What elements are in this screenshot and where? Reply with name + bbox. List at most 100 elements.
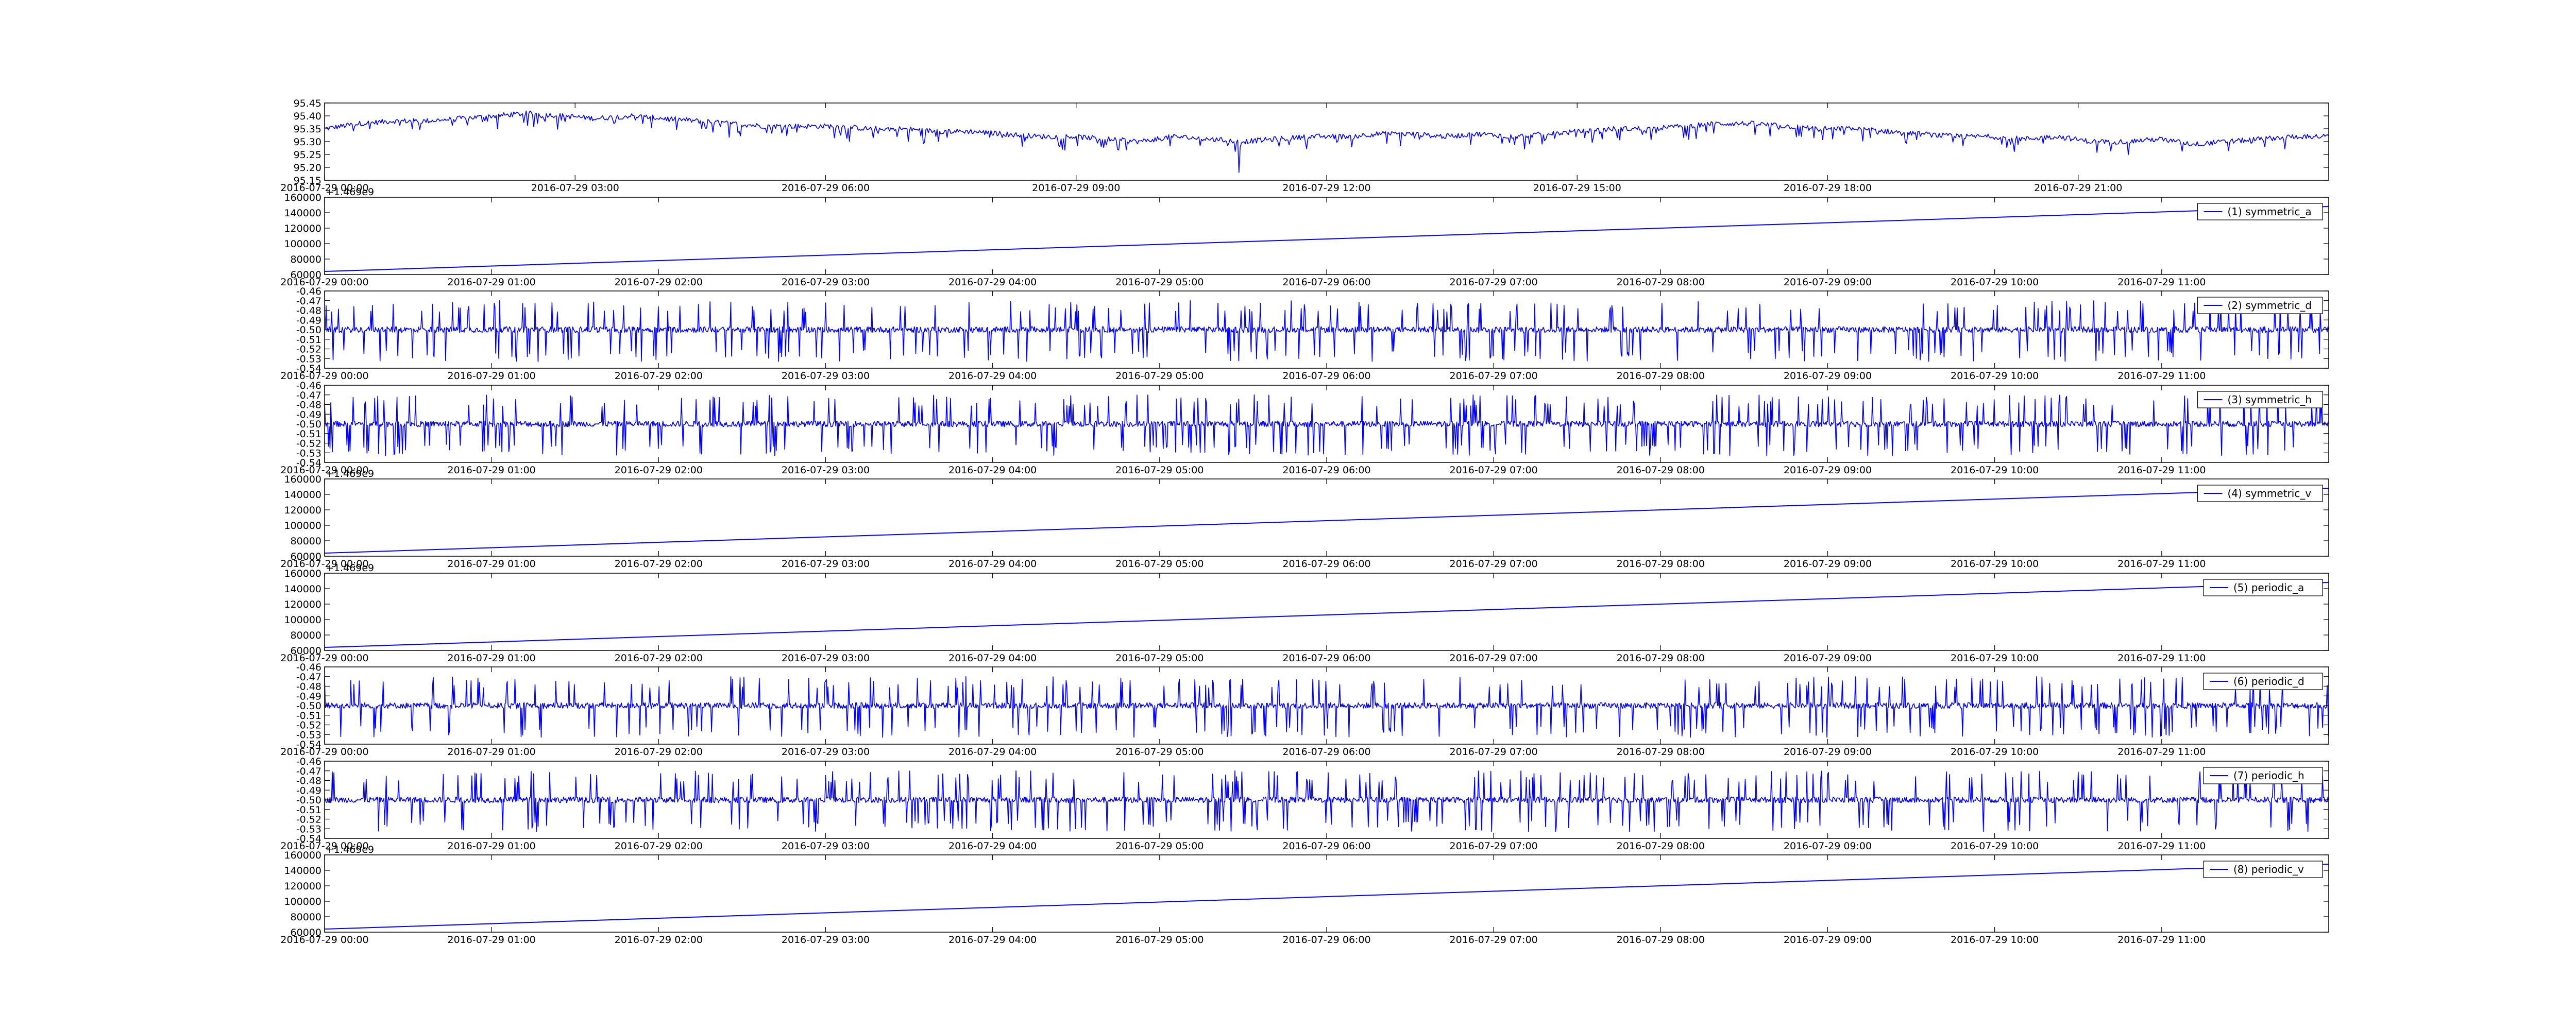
y-tick-label: 80000 [291,254,321,265]
y-tick-label: 120000 [284,223,321,234]
legend-entry: (1) symmetric_a [2228,205,2312,218]
x-tick-label: 2016-07-29 09:00 [1784,653,1872,664]
x-tick-label: 2016-07-29 00:00 [280,182,368,194]
axis-offset-label: +1.469e9 [326,844,374,855]
legend-entry: (7) periodic_h [2233,769,2304,782]
y-tick-label: 60000 [291,551,321,562]
y-tick-label: -0.54 [296,457,321,469]
y-tick-label: -0.50 [296,419,321,430]
chart-panel-7: -0.54-0.53-0.52-0.51-0.50-0.49-0.48-0.47… [280,756,2329,852]
x-tick-label: 2016-07-29 00:00 [280,465,368,476]
x-tick-label: 2016-07-29 08:00 [1617,558,1705,570]
y-tick-label: -0.54 [296,739,321,750]
y-tick-label: 80000 [291,912,321,923]
axis-offset-label: +1.469e9 [326,186,374,198]
legend-entry: (6) periodic_d [2233,675,2304,688]
x-tick-label: 2016-07-29 06:00 [1282,746,1370,758]
x-tick-label: 2016-07-29 11:00 [2117,277,2206,288]
y-tick-label: -0.48 [296,776,321,787]
x-tick-label: 2016-07-29 11:00 [2117,934,2206,946]
x-tick-label: 2016-07-29 10:00 [1951,558,2039,570]
y-tick-label: -0.53 [296,448,321,459]
x-tick-label: 2016-07-29 08:00 [1617,746,1705,758]
series-line [324,770,2329,832]
x-tick-label: 2016-07-29 07:00 [1450,653,1538,664]
y-tick-label: 120000 [284,881,321,892]
series-line [324,110,2329,173]
y-tick-label: 80000 [291,630,321,641]
series-line [324,864,2329,930]
y-tick-label: 80000 [291,536,321,547]
x-tick-label: 2016-07-29 09:00 [1784,840,1872,852]
y-tick-label: -0.52 [296,344,321,355]
x-tick-label: 2016-07-29 10:00 [1951,653,2039,664]
x-tick-label: 2016-07-29 02:00 [615,465,703,476]
x-tick-label: 2016-07-29 09:00 [1032,182,1120,194]
x-tick-label: 2016-07-29 02:00 [615,746,703,758]
x-tick-label: 2016-07-29 04:00 [948,934,1037,946]
x-tick-label: 2016-07-29 10:00 [1951,840,2039,852]
y-tick-label: -0.47 [296,672,321,683]
x-tick-label: 2016-07-29 10:00 [1951,465,2039,476]
y-tick-label: 140000 [284,583,321,595]
y-tick-label: -0.48 [296,400,321,411]
y-tick-label: -0.46 [296,380,321,391]
x-tick-label: 2016-07-29 03:00 [782,370,870,382]
axes-frame [324,854,2329,933]
x-tick-label: 2016-07-29 01:00 [448,746,536,758]
x-tick-label: 2016-07-29 05:00 [1115,840,1204,852]
x-tick-label: 2016-07-29 11:00 [2117,558,2206,570]
x-tick-label: 2016-07-29 10:00 [1951,934,2039,946]
x-tick-label: 2016-07-29 04:00 [948,653,1037,664]
x-tick-label: 2016-07-29 05:00 [1115,558,1204,570]
y-tick-label: 140000 [284,208,321,219]
x-tick-label: 2016-07-29 06:00 [782,182,870,194]
chart-panel-6: -0.54-0.53-0.52-0.51-0.50-0.49-0.48-0.47… [280,662,2329,758]
x-tick-label: 2016-07-29 04:00 [948,746,1037,758]
y-tick-label: -0.52 [296,814,321,826]
x-tick-label: 2016-07-29 10:00 [1951,370,2039,382]
y-tick-label: -0.49 [296,409,321,420]
x-tick-label: 2016-07-29 01:00 [448,465,536,476]
x-tick-label: 2016-07-29 11:00 [2117,746,2206,758]
y-tick-label: 160000 [284,568,321,579]
x-tick-label: 2016-07-29 05:00 [1115,934,1204,946]
x-tick-label: 2016-07-29 05:00 [1115,746,1204,758]
x-tick-label: 2016-07-29 01:00 [448,277,536,288]
x-tick-label: 2016-07-29 09:00 [1784,277,1872,288]
y-tick-label: -0.50 [296,795,321,806]
x-tick-label: 2016-07-29 07:00 [1450,465,1538,476]
y-tick-label: -0.54 [296,833,321,845]
x-tick-label: 2016-07-29 09:00 [1784,934,1872,946]
x-tick-label: 2016-07-29 11:00 [2117,370,2206,382]
series-line [324,300,2329,362]
y-tick-label: 95.35 [294,124,321,135]
y-tick-label: 160000 [284,192,321,203]
x-tick-label: 2016-07-29 02:00 [615,558,703,570]
y-tick-label: -0.50 [296,700,321,712]
y-tick-label: 100000 [284,238,321,250]
x-tick-label: 2016-07-29 10:00 [1951,277,2039,288]
y-tick-label: -0.54 [296,363,321,374]
x-tick-label: 2016-07-29 04:00 [948,465,1037,476]
axis-offset-label: +1.469e9 [326,468,374,479]
y-tick-label: -0.47 [296,766,321,777]
x-tick-label: 2016-07-29 07:00 [1450,277,1538,288]
x-tick-label: 2016-07-29 02:00 [615,934,703,946]
x-tick-label: 2016-07-29 03:00 [531,182,619,194]
x-tick-label: 2016-07-29 03:00 [782,277,870,288]
y-tick-label: 100000 [284,896,321,907]
y-tick-label: 160000 [284,474,321,485]
axes-frame [324,102,2329,181]
legend-box [2203,767,2323,784]
x-tick-label: 2016-07-29 02:00 [615,277,703,288]
x-tick-label: 2016-07-29 03:00 [782,746,870,758]
x-tick-label: 2016-07-29 01:00 [448,558,536,570]
x-tick-label: 2016-07-29 21:00 [2034,182,2122,194]
x-tick-label: 2016-07-29 08:00 [1617,653,1705,664]
series-line [324,394,2329,456]
y-tick-label: -0.47 [296,296,321,307]
axis-offset-label: +1.469e9 [326,562,374,574]
